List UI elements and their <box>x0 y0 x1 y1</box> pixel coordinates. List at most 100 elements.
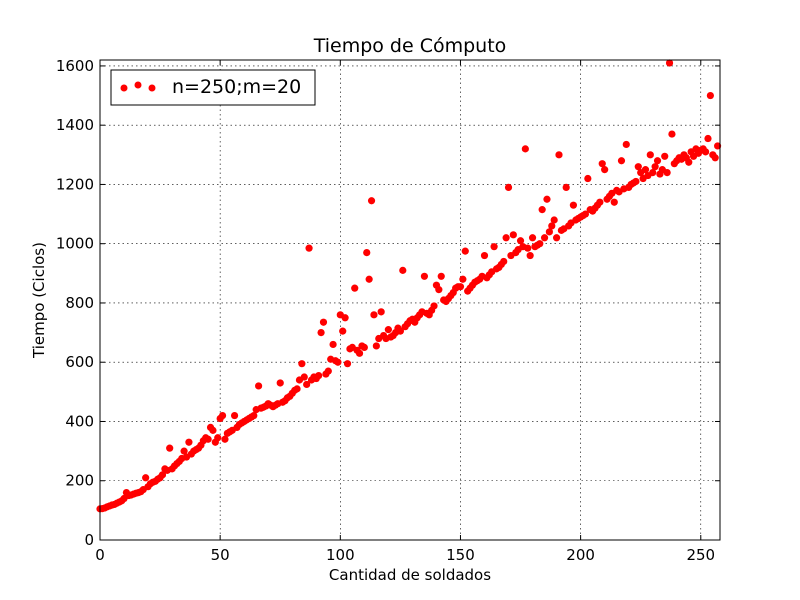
x-tick-label: 50 <box>211 546 230 564</box>
chart-title: Tiempo de Cómputo <box>313 35 507 57</box>
data-point <box>430 302 438 310</box>
data-point <box>524 244 532 252</box>
data-point <box>653 157 662 165</box>
data-point <box>324 367 332 375</box>
legend: n=250;m=20 <box>110 69 316 106</box>
data-point <box>634 163 642 171</box>
data-point <box>305 244 313 252</box>
legend-marker <box>148 84 156 92</box>
data-point <box>663 168 671 177</box>
legend-marker <box>120 84 128 92</box>
data-point <box>218 411 227 420</box>
data-point <box>255 382 263 390</box>
y-axis-label: Tiempo (Ciclos) <box>30 242 48 359</box>
data-point <box>711 154 719 162</box>
data-point <box>329 340 337 349</box>
data-point <box>437 272 445 280</box>
data-point <box>185 438 193 446</box>
x-tick-label: 0 <box>95 546 105 564</box>
data-point <box>142 474 150 482</box>
plot-frame <box>99 59 721 541</box>
data-point <box>632 177 640 186</box>
data-point <box>540 234 549 242</box>
data-point <box>293 385 301 393</box>
data-point <box>456 283 465 291</box>
data-point <box>706 91 714 100</box>
data-point <box>250 411 258 420</box>
data-point <box>581 210 590 218</box>
data-point <box>521 145 529 153</box>
tick-labels: 0 50 100 150 200 250 0 200 400 600 800 1000 1200 1400… <box>56 57 715 564</box>
data-point <box>221 435 229 443</box>
data-point <box>372 342 380 350</box>
data-point <box>538 206 546 214</box>
data-point <box>300 373 308 381</box>
data-point <box>370 311 378 319</box>
data-point <box>396 327 404 335</box>
data-point <box>166 444 174 452</box>
y-tick-label: 1400 <box>56 116 94 134</box>
data-point <box>399 266 407 274</box>
grid-lines <box>100 60 720 540</box>
data-point <box>569 201 578 209</box>
data-point <box>435 286 443 294</box>
data-point <box>303 380 311 389</box>
data-point <box>343 360 352 368</box>
x-tick-label: 200 <box>566 546 595 564</box>
data-point <box>459 275 467 283</box>
data-point <box>502 234 510 242</box>
data-point <box>204 435 212 443</box>
data-point <box>622 140 630 149</box>
y-tick-label: 1600 <box>56 57 94 75</box>
data-point <box>528 234 537 242</box>
data-point <box>351 284 359 292</box>
data-point <box>516 237 525 245</box>
data-point <box>617 157 626 165</box>
data-point <box>384 326 392 334</box>
data-point <box>641 166 650 174</box>
data-point <box>596 198 604 206</box>
data-point <box>543 195 551 203</box>
data-point <box>214 434 222 442</box>
data-point <box>298 360 306 368</box>
data-point <box>713 142 722 150</box>
y-tick-label: 600 <box>65 353 94 371</box>
data-point <box>649 168 657 177</box>
x-axis-label: Cantidad de soldados <box>329 566 491 584</box>
data-point <box>665 59 674 67</box>
data-point <box>230 411 239 420</box>
data-point <box>355 349 364 357</box>
data-point <box>552 234 561 242</box>
data-point <box>276 379 284 387</box>
data-point <box>334 358 342 366</box>
data-point <box>545 228 553 236</box>
data-point <box>536 240 544 248</box>
legend-marker <box>134 81 142 89</box>
data-point <box>490 243 498 251</box>
y-tick-label: 0 <box>84 531 94 549</box>
data-point <box>651 163 659 171</box>
x-tick-label: 250 <box>686 546 715 564</box>
data-point <box>363 248 371 257</box>
data-point <box>315 371 323 380</box>
data-point <box>339 327 347 335</box>
x-tick-label: 100 <box>326 546 355 564</box>
data-point <box>555 151 563 159</box>
data-point <box>360 343 368 352</box>
data-point <box>601 166 609 174</box>
y-tick-label: 200 <box>65 472 94 490</box>
y-tick-label: 1200 <box>56 175 94 193</box>
axis-ticks <box>99 60 720 541</box>
data-point <box>420 272 429 280</box>
data-point <box>480 251 489 260</box>
data-point <box>661 152 669 160</box>
data-point <box>548 222 556 230</box>
y-tick-label: 1000 <box>56 235 94 253</box>
data-point <box>504 183 513 192</box>
data-point <box>562 183 570 192</box>
data-point <box>209 426 217 434</box>
data-point <box>180 447 188 455</box>
data-point <box>500 257 508 266</box>
data-point <box>317 328 325 337</box>
